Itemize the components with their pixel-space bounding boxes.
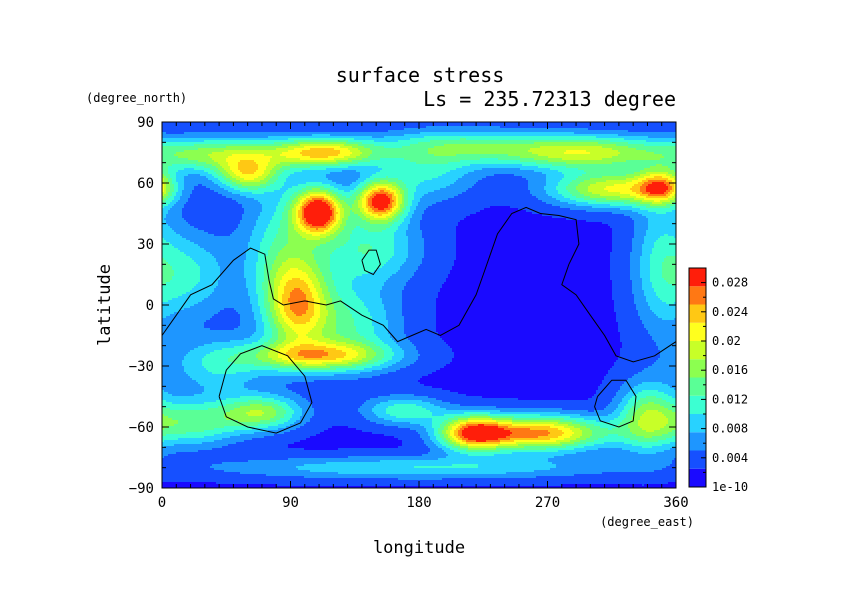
colorbar-swatch bbox=[689, 395, 706, 414]
x-axis-label: longitude bbox=[373, 538, 465, 558]
y-tick-label: 0 bbox=[146, 298, 154, 314]
colorbar-swatch bbox=[689, 450, 706, 469]
colorbar-min-label: 1e-10 bbox=[712, 480, 748, 494]
y-tick-label: 30 bbox=[137, 237, 154, 253]
y-axis-label: latitude bbox=[95, 264, 115, 346]
colorbar: 1e-10 0.004 0.008 0.012 0.016 0.02 0.024 0.028 bbox=[688, 267, 748, 494]
colorbar-tick-label: 0.012 bbox=[712, 392, 748, 406]
y-tick-label: 60 bbox=[137, 176, 154, 192]
colorbar-swatch bbox=[689, 468, 706, 487]
y-unit-label: (degree_north) bbox=[86, 91, 187, 105]
heatmap-field bbox=[162, 122, 676, 488]
x-unit-label: (degree_east) bbox=[600, 515, 694, 529]
y-tick-label: −30 bbox=[129, 359, 154, 375]
y-tick-label: 90 bbox=[137, 115, 154, 131]
y-tick-label: −90 bbox=[129, 481, 154, 497]
colorbar-tick-label: 0.004 bbox=[712, 451, 748, 465]
colorbar-tick-label: 0.024 bbox=[712, 305, 748, 319]
colorbar-tick-label: 0.008 bbox=[712, 422, 748, 436]
x-axis-ticks: 0 90 180 270 360 bbox=[158, 122, 689, 511]
colorbar-tick-label: 0.02 bbox=[712, 334, 741, 348]
colorbar-swatch bbox=[689, 286, 706, 305]
colorbar-swatch bbox=[689, 341, 706, 360]
chart-title: surface stress bbox=[336, 63, 505, 87]
x-tick-label: 270 bbox=[535, 495, 560, 511]
x-tick-label: 0 bbox=[158, 495, 166, 511]
colorbar-swatch bbox=[689, 414, 706, 433]
y-axis-ticks: 90 60 30 0 −30 −60 −90 bbox=[129, 115, 676, 497]
colorbar-swatch bbox=[689, 359, 706, 378]
colorbar-swatch bbox=[689, 377, 706, 396]
coastline-contours bbox=[162, 206, 676, 434]
colorbar-frame bbox=[688, 267, 707, 488]
colorbar-swatch bbox=[689, 268, 706, 287]
contour-line bbox=[218, 345, 313, 434]
colorbar-tick-label: 0.016 bbox=[712, 363, 748, 377]
colorbar-swatch bbox=[689, 432, 706, 451]
y-tick-label: −60 bbox=[129, 420, 154, 436]
contour-line bbox=[162, 206, 676, 363]
contour-line bbox=[361, 249, 381, 276]
colorbar-tick-label: 0.028 bbox=[712, 276, 748, 290]
contour-line bbox=[594, 379, 637, 428]
x-tick-label: 180 bbox=[406, 495, 431, 511]
chart-subtitle: Ls = 235.72313 degree bbox=[423, 87, 676, 111]
colorbar-swatch bbox=[689, 304, 706, 323]
x-tick-label: 90 bbox=[282, 495, 299, 511]
colorbar-swatch bbox=[689, 322, 706, 341]
x-tick-label: 360 bbox=[663, 495, 688, 511]
